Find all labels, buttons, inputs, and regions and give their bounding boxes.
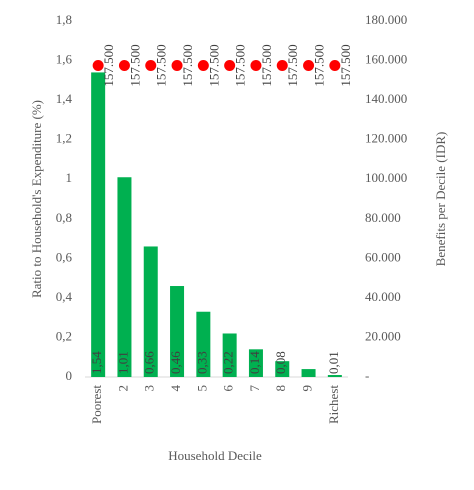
x-tick-label: 8	[273, 385, 288, 392]
y2-tick-label: 160.000	[365, 52, 407, 67]
y2-tick-label: 40.000	[365, 289, 401, 304]
x-tick-label: 4	[168, 385, 183, 392]
bar	[170, 286, 185, 377]
x-tick-label: Richest	[326, 385, 341, 424]
dot	[118, 60, 130, 71]
bar	[196, 311, 211, 377]
value-label: 0,08	[273, 351, 288, 374]
x-tick-label: 9	[300, 385, 315, 392]
x-tick-label: Poorest	[89, 385, 104, 424]
value-label: 157.500	[259, 44, 274, 86]
dot	[197, 60, 209, 71]
dot	[171, 60, 183, 71]
y-tick-label: 0,4	[56, 289, 73, 304]
y-tick-label: 1,8	[56, 12, 72, 27]
y2-tick-label: 60.000	[365, 249, 401, 264]
value-label: 157.500	[312, 44, 327, 86]
bar	[91, 72, 106, 377]
y-tick-label: 0,2	[56, 328, 72, 343]
value-label: 1,01	[115, 351, 130, 374]
value-label: 0,46	[168, 351, 183, 374]
value-label: 0,33	[194, 351, 209, 374]
x-tick-label: 5	[194, 385, 209, 392]
value-label: 157.500	[285, 44, 300, 86]
value-label: 157.500	[206, 44, 221, 86]
x-tick-label: 7	[247, 385, 262, 392]
y-tick-label: 1	[66, 170, 73, 185]
bar	[248, 349, 263, 377]
x-tick-label: 6	[221, 385, 236, 392]
y-tick-label: 0,8	[56, 210, 72, 225]
y-tick-label: 1,2	[56, 131, 72, 146]
bar	[117, 177, 132, 377]
y-tick-label: 0,6	[56, 249, 73, 264]
y-tick-label: 1,6	[56, 52, 73, 67]
bar	[275, 361, 290, 377]
value-label: 157.500	[127, 44, 142, 86]
dot	[145, 60, 157, 71]
bar	[301, 369, 316, 377]
value-label: 157.500	[180, 44, 195, 86]
bar	[327, 375, 342, 377]
y-tick-label: 0	[66, 368, 73, 383]
value-label: 1,54	[89, 351, 104, 374]
y2-tick-label: -	[365, 368, 369, 383]
bar	[222, 333, 237, 377]
y2-axis-label: Benefits per Decile (IDR)	[433, 132, 448, 267]
value-label: 157.500	[338, 44, 353, 86]
y-axis-label: Ratio to Household's Expenditure (%)	[29, 100, 44, 298]
y2-tick-label: 140.000	[365, 91, 407, 106]
value-label: 0,01	[326, 351, 341, 374]
value-label: 157.500	[154, 44, 169, 86]
y2-tick-label: 100.000	[365, 170, 407, 185]
dot	[329, 60, 341, 71]
value-label: 157.500	[233, 44, 248, 86]
value-label: 0,22	[221, 351, 236, 374]
x-axis-label: Household Decile	[168, 448, 262, 463]
dot	[224, 60, 236, 71]
y2-tick-label: 180.000	[365, 12, 407, 27]
value-label: 0,66	[142, 351, 157, 374]
value-label: 157.500	[101, 44, 116, 86]
value-label: 0,14	[247, 351, 262, 374]
x-tick-label: 2	[115, 385, 130, 392]
y2-tick-label: 120.000	[365, 131, 407, 146]
x-tick-label: 3	[142, 385, 157, 392]
bar	[143, 246, 158, 377]
dot	[276, 60, 288, 71]
dot	[303, 60, 315, 71]
y2-tick-label: 80.000	[365, 210, 401, 225]
y2-tick-label: 20.000	[365, 328, 401, 343]
dot	[92, 60, 104, 71]
y-tick-label: 1,4	[56, 91, 73, 106]
dot	[250, 60, 262, 71]
